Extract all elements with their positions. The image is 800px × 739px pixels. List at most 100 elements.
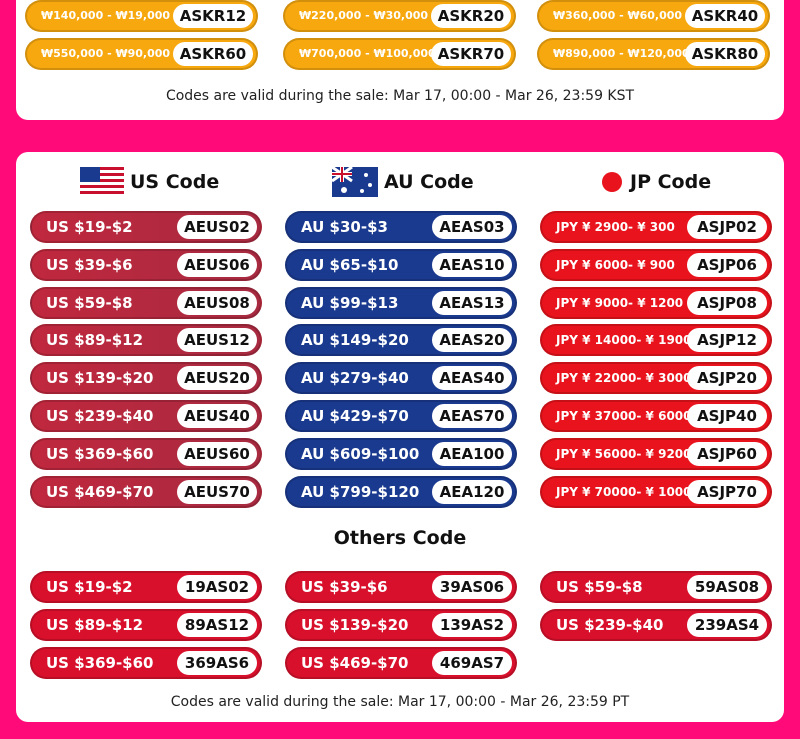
code-pill: US $239-$40 AEUS40 [30, 400, 262, 432]
promo-code: AEUS40 [177, 404, 257, 428]
promo-code: ASJP60 [687, 441, 767, 466]
promo-code: AEUS60 [177, 441, 257, 466]
code-pill: ₩140,000 - ₩19,000 ASKR12 [25, 0, 258, 32]
price-range: AU $799-$120 [301, 482, 420, 501]
code-pill: AU $99-$13 AEAS13 [285, 286, 517, 319]
price-range: US $59-$8 [46, 293, 133, 312]
price-range: AU $279-$40 [301, 369, 409, 388]
price-range: US $89-$12 [46, 615, 144, 634]
price-range: US $19-$2 [46, 218, 133, 236]
code-pill: US $239-$40 239AS4 [540, 608, 772, 641]
promo-code: AEUS70 [177, 479, 257, 504]
promo-code: AEUS08 [177, 290, 257, 315]
code-pill: JPY ¥ 22000- ¥ 3000 ASJP20 [540, 362, 772, 395]
price-range: US $89-$12 [46, 331, 144, 350]
code-pill: ₩550,000 - ₩90,000 ASKR60 [25, 38, 258, 70]
promo-code: ASKR80 [685, 42, 765, 66]
promo-code: ASJP40 [687, 404, 767, 428]
price-range: US $239-$40 [556, 615, 664, 634]
us-flag [80, 167, 124, 197]
promo-code: AEAS20 [432, 328, 512, 353]
promo-code: 469AS7 [432, 650, 512, 675]
price-range: AU $149-$20 [301, 331, 409, 350]
us-header: US Code [80, 167, 219, 197]
promo-code: AEUS06 [177, 252, 257, 277]
price-range: US $369-$60 [46, 653, 154, 672]
price-range: US $369-$60 [46, 444, 154, 463]
promo-code: 59AS08 [687, 575, 767, 599]
code-pill: AU $609-$100 AEA100 [285, 437, 517, 470]
au-title: AU Code [384, 171, 474, 193]
code-pill: JPY ¥ 6000- ¥ 900 ASJP06 [540, 248, 772, 281]
price-range: JPY ¥ 56000- ¥ 9200 [556, 446, 692, 461]
code-pill: ₩890,000 - ₩120,000 ASKR80 [537, 38, 770, 70]
others-note: Codes are valid during the sale: Mar 17,… [170, 694, 630, 710]
code-pill: US $369-$60 AEUS60 [30, 437, 262, 470]
promo-code: ASKR40 [685, 4, 765, 28]
code-pill: US $19-$2 19AS02 [30, 571, 262, 603]
code-pill: US $59-$8 59AS08 [540, 571, 772, 603]
code-pill: ₩360,000 - ₩60,000 ASKR40 [537, 0, 770, 32]
code-pill: US $89-$12 AEUS12 [30, 324, 262, 357]
au-header: AU Code [332, 167, 474, 197]
price-range: JPY ¥ 2900- ¥ 300 [556, 220, 675, 234]
promo-code: 89AS12 [177, 612, 257, 637]
jp-title: JP Code [630, 171, 712, 193]
promo-code: AEA100 [432, 441, 512, 466]
price-range: US $139-$20 [301, 615, 409, 634]
korea-note: Codes are valid during the sale: Mar 17,… [165, 88, 635, 104]
code-pill: JPY ¥ 56000- ¥ 9200 ASJP60 [540, 437, 772, 470]
price-range: AU $30-$3 [301, 218, 388, 236]
code-pill: US $469-$70 469AS7 [285, 646, 517, 679]
price-range: AU $609-$100 [301, 444, 420, 463]
promo-code: ASJP06 [687, 252, 767, 277]
code-pill: ₩220,000 - ₩30,000 ASKR20 [283, 0, 516, 32]
code-pill: US $139-$20 AEUS20 [30, 362, 262, 395]
price-range: JPY ¥ 37000- ¥ 6000 [556, 409, 692, 423]
code-pill: US $89-$12 89AS12 [30, 608, 262, 641]
promo-code: ASJP12 [687, 328, 767, 353]
promo-code: AEAS70 [432, 404, 512, 428]
promo-code: 369AS6 [177, 650, 257, 675]
code-pill: JPY ¥ 9000- ¥ 1200 ASJP08 [540, 286, 772, 319]
price-range: ₩360,000 - ₩60,000 [553, 9, 683, 22]
code-pill: US $369-$60 369AS6 [30, 646, 262, 679]
price-range: ₩890,000 - ₩120,000 [553, 47, 690, 60]
price-range: JPY ¥ 70000- ¥ 10000 [556, 484, 700, 499]
promo-code: AEUS02 [177, 215, 257, 239]
promo-code: AEUS20 [177, 366, 257, 391]
code-pill: AU $149-$20 AEAS20 [285, 324, 517, 357]
code-pill: US $19-$2 AEUS02 [30, 211, 262, 243]
promo-code: ASKR12 [173, 4, 253, 28]
price-range: US $39-$6 [46, 255, 133, 274]
code-pill: JPY ¥ 37000- ¥ 6000 ASJP40 [540, 400, 772, 432]
price-range: AU $99-$13 [301, 293, 399, 312]
price-range: AU $429-$70 [301, 407, 409, 425]
code-pill: US $139-$20 139AS2 [285, 608, 517, 641]
promo-code: ASKR60 [173, 42, 253, 66]
promo-code: AEAS13 [432, 290, 512, 315]
price-range: JPY ¥ 14000- ¥ 1900 [556, 333, 692, 348]
code-pill: JPY ¥ 70000- ¥ 10000 ASJP70 [540, 475, 772, 508]
code-pill: AU $65-$10 AEAS10 [285, 248, 517, 281]
price-range: ₩700,000 - ₩100,000 [299, 47, 436, 60]
code-pill: JPY ¥ 2900- ¥ 300 ASJP02 [540, 211, 772, 243]
promo-code: ASJP02 [687, 215, 767, 239]
code-pill: US $39-$6 AEUS06 [30, 248, 262, 281]
price-range: US $139-$20 [46, 369, 154, 388]
code-pill: US $59-$8 AEUS08 [30, 286, 262, 319]
price-range: AU $65-$10 [301, 255, 399, 274]
jp-flag [602, 172, 622, 192]
promo-code: ASJP20 [687, 366, 767, 391]
code-pill: AU $30-$3 AEAS03 [285, 211, 517, 243]
price-range: JPY ¥ 6000- ¥ 900 [556, 257, 675, 272]
code-pill: US $39-$6 39AS06 [285, 571, 517, 603]
price-range: US $239-$40 [46, 407, 154, 425]
price-range: JPY ¥ 22000- ¥ 3000 [556, 371, 692, 386]
promo-code: AEUS12 [177, 328, 257, 353]
code-pill: JPY ¥ 14000- ¥ 1900 ASJP12 [540, 324, 772, 357]
code-pill: AU $799-$120 AEA120 [285, 475, 517, 508]
au-flag [332, 167, 378, 197]
code-pill: ₩700,000 - ₩100,000 ASKR70 [283, 38, 516, 70]
price-range: ₩140,000 - ₩19,000 [41, 9, 171, 22]
